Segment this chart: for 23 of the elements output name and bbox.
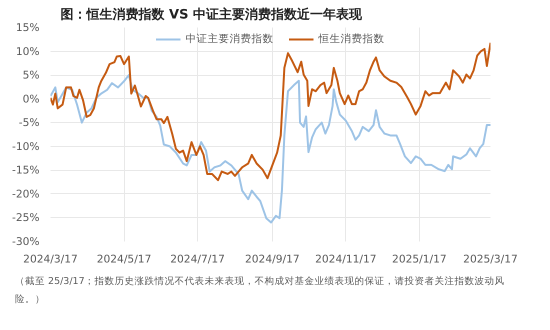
- legend-label: 中证主要消费指数: [186, 32, 274, 46]
- y-tick-label: 5%: [22, 68, 40, 82]
- y-tick-label: -30%: [12, 235, 40, 248]
- x-tick-label: 2025/3/17: [463, 252, 518, 266]
- x-tick-label: 2024/9/17: [244, 252, 300, 266]
- y-tick-label: -15%: [12, 164, 40, 177]
- line-series: [50, 74, 490, 224]
- y-tick-label: -25%: [12, 211, 40, 224]
- y-tick-label: -10%: [12, 140, 40, 153]
- y-tick-label: -5%: [18, 116, 40, 130]
- x-tick-label: 2024/3/17: [23, 252, 78, 266]
- chart-title: 图：恒生消费指数 VS 中证主要消费指数近一年表现: [60, 6, 363, 22]
- y-tick-label: 10%: [16, 44, 40, 58]
- x-tick-label: 2025/1/17: [392, 252, 447, 266]
- x-tick-label: 2024/11/17: [315, 252, 377, 266]
- y-tick-label: -20%: [12, 187, 40, 200]
- legend-label: 恒生消费指数: [318, 32, 384, 46]
- x-tick-label: 2024/7/17: [170, 252, 225, 266]
- text: （截至 25/3/17；指数历史涨跌情况不代表未来表现，不构成对基金业绩表现的保证，请投资者关注指数波动风险。）: [15, 275, 506, 307]
- y-tick-label: 15%: [16, 21, 40, 34]
- x-tick-label: 2024/5/17: [96, 252, 152, 266]
- y-tick-label: 0%: [22, 92, 40, 106]
- line-series: [50, 42, 490, 182]
